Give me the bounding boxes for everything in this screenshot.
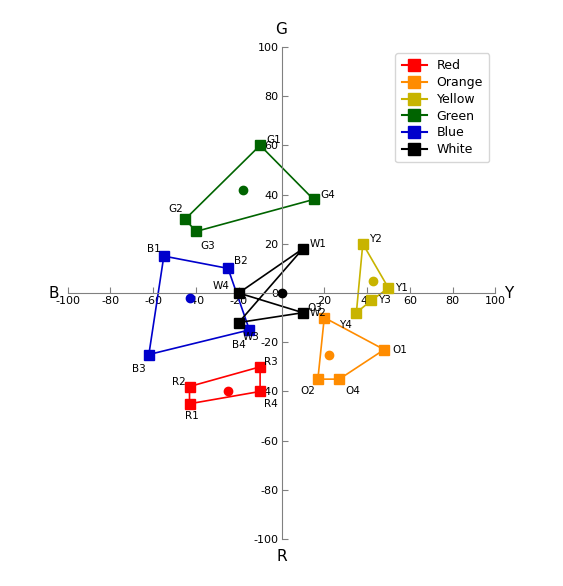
Text: Y3: Y3 [378,295,391,305]
Text: O3: O3 [307,303,322,313]
Text: G: G [275,22,288,37]
Text: W3: W3 [243,332,260,342]
Text: R2: R2 [172,377,186,387]
Text: W4: W4 [213,281,230,291]
Text: W1: W1 [309,239,326,249]
Text: R3: R3 [265,357,278,367]
Text: O4: O4 [346,386,360,397]
Text: O1: O1 [393,345,408,355]
Text: G3: G3 [200,241,215,251]
Text: Y2: Y2 [369,234,382,244]
Text: R4: R4 [265,398,278,409]
Text: R1: R1 [185,411,199,421]
Text: Y4: Y4 [339,320,352,330]
Text: B4: B4 [233,340,246,350]
Legend: Red, Orange, Yellow, Green, Blue, White: Red, Orange, Yellow, Green, Blue, White [395,53,489,162]
Text: W2: W2 [309,308,326,318]
Text: B2: B2 [234,256,248,266]
Text: G2: G2 [168,205,183,214]
Text: G1: G1 [266,135,282,145]
Text: B3: B3 [132,364,145,374]
Text: B1: B1 [147,244,160,254]
Text: Y: Y [504,285,513,301]
Text: R: R [276,549,287,564]
Text: B: B [48,285,59,301]
Text: O2: O2 [301,386,316,397]
Text: Y1: Y1 [395,283,408,293]
Text: G4: G4 [320,189,335,200]
